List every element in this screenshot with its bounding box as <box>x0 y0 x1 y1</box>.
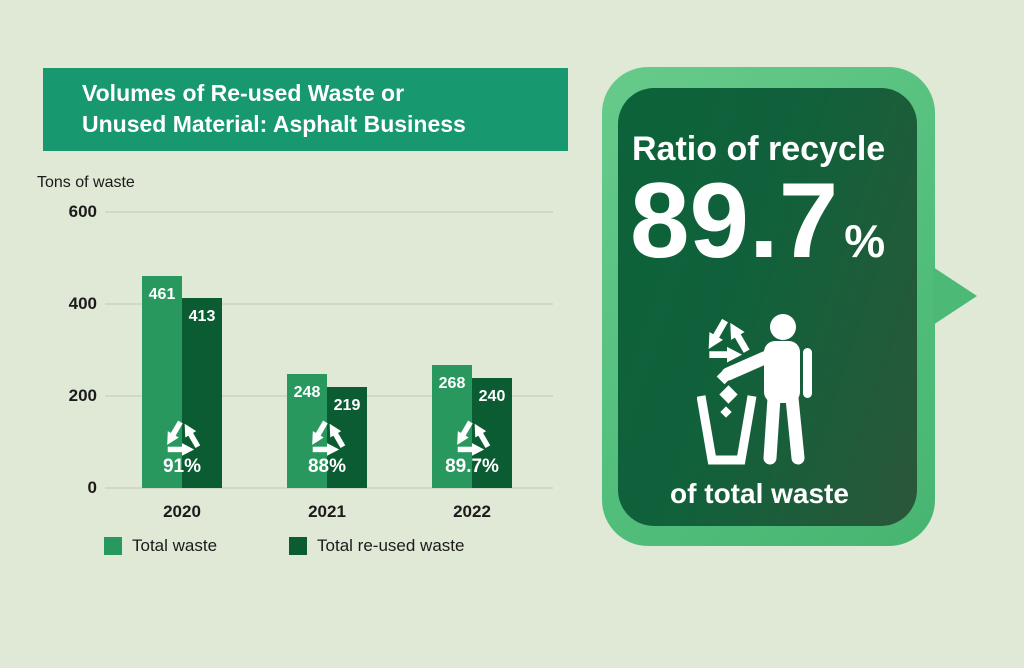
recycle-icon <box>701 316 753 363</box>
chart-legend: Total waste Total re-used waste <box>104 536 464 556</box>
ratio-caption: of total waste <box>670 478 849 509</box>
bar-total-re-used-waste <box>327 387 367 488</box>
legend-swatch <box>289 537 308 555</box>
bar-total-re-used-waste <box>182 298 222 488</box>
recycle-icon <box>449 415 495 457</box>
y-tick-label: 600 <box>68 202 97 221</box>
gridline <box>105 487 553 489</box>
y-tick-label: 0 <box>87 478 97 497</box>
x-category-label: 2021 <box>308 502 346 521</box>
y-tick-label: 400 <box>68 294 97 313</box>
legend-label: Total re-used waste <box>317 536 465 555</box>
gridline <box>105 303 553 305</box>
bar-value-label: 461 <box>148 285 176 303</box>
recycle-ratio-label: 91% <box>162 456 202 477</box>
recycle-icon <box>304 415 350 457</box>
callout-pointer-arrow <box>933 267 977 325</box>
ratio-value: 89.7% <box>630 167 885 274</box>
ratio-heading: Ratio of recycle <box>632 130 886 168</box>
y-axis-unit-label: Tons of waste <box>37 174 135 191</box>
recycle-ratio-label: 89.7% <box>445 456 499 477</box>
gridline <box>105 211 553 213</box>
bar-value-label: 413 <box>188 308 216 326</box>
ratio-value-number: 89.7 <box>630 160 839 280</box>
recycle-icon <box>159 415 205 457</box>
recycle-ratio-label: 88% <box>307 456 347 477</box>
ratio-value-unit: % <box>844 215 886 267</box>
y-tick-label: 200 <box>68 386 97 405</box>
person-throwing-trash-icon <box>697 314 812 465</box>
x-category-label: 2020 <box>163 502 201 521</box>
legend-item: Total re-used waste <box>289 536 464 556</box>
legend-item: Total waste <box>104 536 217 556</box>
x-category-label: 2022 <box>453 502 491 521</box>
bar-value-label: 248 <box>293 383 321 401</box>
bar-value-label: 240 <box>478 387 506 405</box>
bar-value-label: 219 <box>333 397 361 415</box>
legend-label: Total waste <box>132 536 218 555</box>
chart-title-line1: Volumes of Re-used Waste or <box>82 80 405 106</box>
bar-chart: 0 200 400 600 461 413 91% 2020 248 219 88% 2021 268 2… <box>68 202 553 521</box>
bar-total-waste <box>142 275 182 488</box>
chart-title-line2: Unused Material: Asphalt Business <box>82 111 466 137</box>
bar-value-label: 268 <box>438 374 466 392</box>
legend-swatch <box>104 537 122 555</box>
chart-title-banner: Volumes of Re-used Waste or Unused Mater… <box>43 68 568 151</box>
